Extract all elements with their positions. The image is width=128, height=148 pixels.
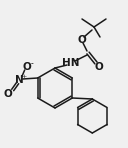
Text: +: +: [22, 74, 27, 78]
Text: N: N: [15, 75, 24, 85]
Text: O: O: [78, 35, 86, 45]
Text: O: O: [95, 62, 103, 72]
Text: O: O: [3, 89, 12, 99]
Text: O: O: [22, 62, 31, 72]
Text: -: -: [30, 59, 33, 69]
Text: HN: HN: [62, 58, 80, 68]
